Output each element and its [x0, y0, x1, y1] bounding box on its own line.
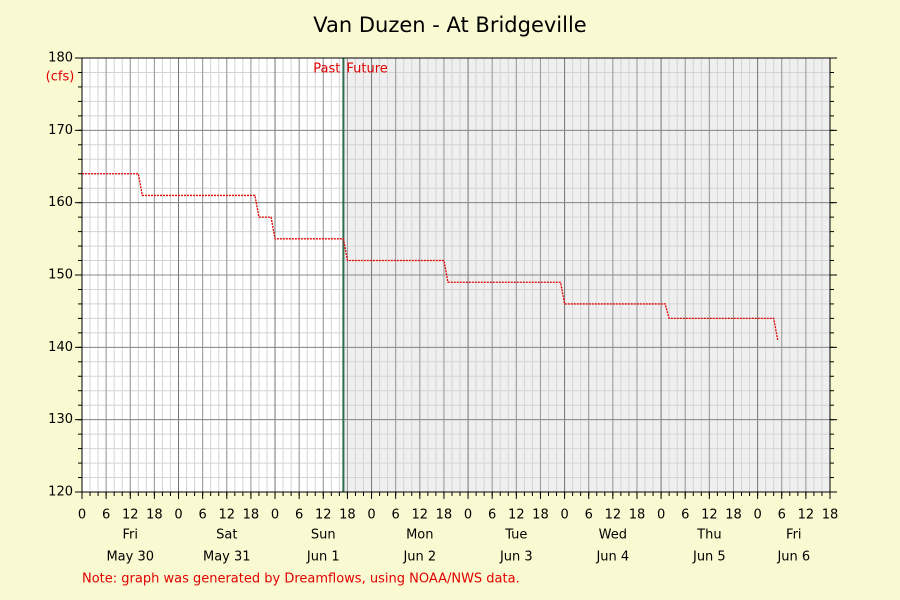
x-weekday-label: Sun	[311, 528, 336, 543]
flow-line	[82, 173, 779, 341]
plot-frame	[81, 57, 831, 493]
x-weekday-label: Mon	[406, 528, 433, 543]
chart-title: Van Duzen - At Bridgeville	[313, 13, 586, 37]
x-tick-label: 18	[725, 508, 742, 523]
past-label: Past	[313, 62, 340, 77]
x-tick-label: 12	[605, 508, 622, 523]
x-tick-label: 0	[464, 508, 472, 523]
x-date-label: May 30	[106, 550, 154, 565]
x-tick-label: 6	[778, 508, 786, 523]
x-tick-label: 0	[78, 508, 86, 523]
future-label: Future	[346, 62, 387, 77]
y-tick-label: 160	[48, 195, 73, 210]
x-date-label: Jun 4	[595, 550, 629, 565]
x-tick-label: 12	[701, 508, 718, 523]
x-tick-label: 18	[243, 508, 260, 523]
x-tick-label: 18	[532, 508, 549, 523]
x-tick-label: 12	[412, 508, 429, 523]
x-weekday-label: Fri	[123, 528, 139, 543]
x-tick-label: 12	[219, 508, 236, 523]
y-axis-label: (cfs)	[46, 70, 75, 85]
y-tick-label: 170	[48, 123, 73, 138]
x-tick-label: 6	[199, 508, 207, 523]
x-tick-label: 6	[681, 508, 689, 523]
x-date-label: Jun 2	[402, 550, 436, 565]
x-tick-label: 6	[585, 508, 593, 523]
x-tick-label: 6	[392, 508, 400, 523]
x-tick-label: 18	[822, 508, 839, 523]
x-date-label: Jun 1	[306, 550, 340, 565]
x-weekday-label: Fri	[786, 528, 802, 543]
x-weekday-label: Thu	[696, 528, 721, 543]
x-tick-label: 0	[174, 508, 182, 523]
x-date-label: Jun 6	[776, 550, 810, 565]
y-tick-label: 180	[48, 51, 73, 66]
x-tick-label: 0	[560, 508, 568, 523]
x-weekday-label: Wed	[599, 528, 627, 543]
x-date-label: Jun 5	[692, 550, 726, 565]
x-weekday-label: Tue	[504, 528, 527, 543]
x-date-label: May 31	[203, 550, 251, 565]
x-tick-label: 18	[629, 508, 646, 523]
x-tick-label: 0	[753, 508, 761, 523]
x-weekday-label: Sat	[216, 528, 237, 543]
x-tick-label: 12	[315, 508, 332, 523]
x-tick-label: 0	[367, 508, 375, 523]
x-tick-label: 6	[102, 508, 110, 523]
x-tick-label: 18	[146, 508, 163, 523]
y-tick-label: 140	[48, 340, 73, 355]
x-tick-label: 12	[798, 508, 815, 523]
x-tick-label: 6	[488, 508, 496, 523]
x-tick-label: 6	[295, 508, 303, 523]
note: Note: graph was generated by Dreamflows,…	[82, 572, 520, 587]
x-tick-label: 12	[508, 508, 525, 523]
y-tick-label: 120	[48, 485, 73, 500]
x-tick-label: 12	[122, 508, 139, 523]
x-tick-label: 18	[339, 508, 356, 523]
y-tick-label: 150	[48, 268, 73, 283]
y-tick-label: 130	[48, 412, 73, 427]
x-tick-label: 0	[271, 508, 279, 523]
x-date-label: Jun 3	[499, 550, 533, 565]
x-tick-label: 0	[657, 508, 665, 523]
x-tick-label: 18	[436, 508, 453, 523]
